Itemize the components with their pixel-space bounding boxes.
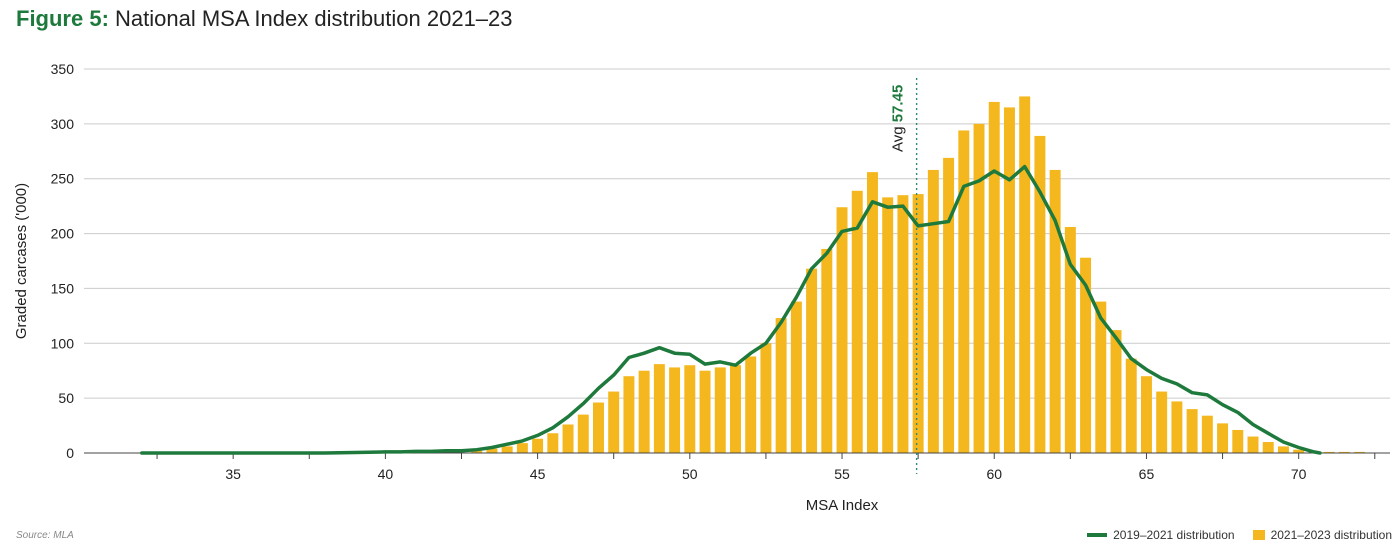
bar	[593, 402, 604, 453]
bar	[1049, 169, 1061, 454]
bar	[577, 414, 589, 453]
average-label: Avg 57.45	[890, 85, 907, 152]
bar	[608, 391, 620, 453]
bar	[1186, 409, 1198, 453]
bar	[471, 450, 483, 453]
bar	[943, 157, 955, 453]
bar	[729, 365, 741, 453]
y-tick-label: 0	[66, 445, 74, 461]
legend-bar-swatch	[1252, 530, 1265, 540]
x-tick-label: 45	[530, 466, 546, 482]
bar	[684, 365, 696, 453]
bar	[669, 367, 681, 453]
bar	[1201, 415, 1213, 453]
bar	[1262, 442, 1274, 453]
legend-item-line: 2019–2021 distribution	[1087, 528, 1235, 542]
bar	[806, 268, 818, 453]
bar	[699, 370, 711, 453]
bar	[958, 130, 970, 453]
y-tick-label: 200	[51, 226, 75, 242]
bar	[775, 318, 787, 453]
bar	[745, 356, 757, 453]
bar	[1232, 429, 1244, 453]
y-tick-label: 150	[51, 280, 75, 296]
bar	[653, 364, 665, 453]
bar	[897, 195, 909, 453]
bar	[973, 123, 985, 453]
bar	[1171, 401, 1183, 453]
x-tick-label: 35	[225, 466, 241, 482]
bar	[1034, 135, 1046, 453]
x-tick-label: 60	[986, 466, 1002, 482]
x-tick-label: 55	[834, 466, 850, 482]
bar	[1293, 449, 1305, 453]
bar	[866, 172, 878, 454]
bar	[1217, 423, 1229, 453]
series-line-2019-2021	[140, 164, 1322, 455]
x-tick-label: 50	[682, 466, 698, 482]
y-tick-label: 350	[51, 61, 75, 77]
bar	[1140, 376, 1152, 453]
bar	[532, 438, 544, 453]
bar	[1338, 451, 1350, 453]
x-tick-label: 70	[1291, 466, 1307, 482]
legend-item-bar: 2021–2023 distribution	[1252, 528, 1392, 542]
chart-title: Figure 5: National MSA Index distributio…	[16, 6, 513, 32]
bar	[821, 248, 833, 453]
y-axis-label: Graded carcases ('000)	[13, 183, 30, 339]
bar	[1277, 446, 1289, 453]
y-tick-label: 50	[58, 390, 74, 406]
bar	[516, 443, 528, 453]
bar	[836, 207, 848, 453]
legend-label-bar: 2021–2023 distribution	[1270, 528, 1392, 542]
bar	[927, 169, 939, 454]
figure-label: Figure 5:	[16, 6, 109, 31]
bar	[562, 424, 574, 453]
bar	[988, 101, 1000, 454]
bar	[1110, 330, 1122, 453]
chart-legend: 2019–2021 distribution 2021–2023 distrib…	[1087, 528, 1392, 542]
bar	[547, 433, 559, 453]
source-note: Source: MLA	[16, 530, 74, 541]
bar	[486, 448, 498, 453]
legend-label-line: 2019–2021 distribution	[1113, 528, 1235, 542]
bar	[1354, 451, 1366, 453]
bar	[790, 301, 802, 453]
bar	[851, 190, 863, 454]
bar	[1095, 301, 1107, 453]
bar	[1156, 391, 1168, 453]
x-tick-label: 65	[1139, 466, 1155, 482]
bar	[1247, 436, 1259, 453]
bar	[623, 376, 635, 453]
bar	[1125, 358, 1137, 453]
bar	[1080, 257, 1092, 453]
title-text: National MSA Index distribution 2021–23	[115, 6, 513, 31]
bar	[882, 197, 894, 453]
bar	[1003, 107, 1015, 454]
bar	[638, 370, 650, 453]
legend-line-swatch	[1087, 533, 1108, 537]
bar	[1064, 226, 1076, 453]
bar	[912, 194, 924, 453]
x-tick-label: 40	[378, 466, 394, 482]
y-tick-label: 300	[51, 116, 75, 132]
bar	[1019, 96, 1031, 453]
y-tick-label: 100	[51, 335, 75, 351]
bar	[760, 343, 772, 453]
bar	[501, 446, 513, 453]
x-axis-label: MSA Index	[806, 497, 879, 514]
y-tick-label: 250	[51, 171, 75, 187]
bar	[714, 367, 726, 453]
bar	[1323, 451, 1335, 453]
